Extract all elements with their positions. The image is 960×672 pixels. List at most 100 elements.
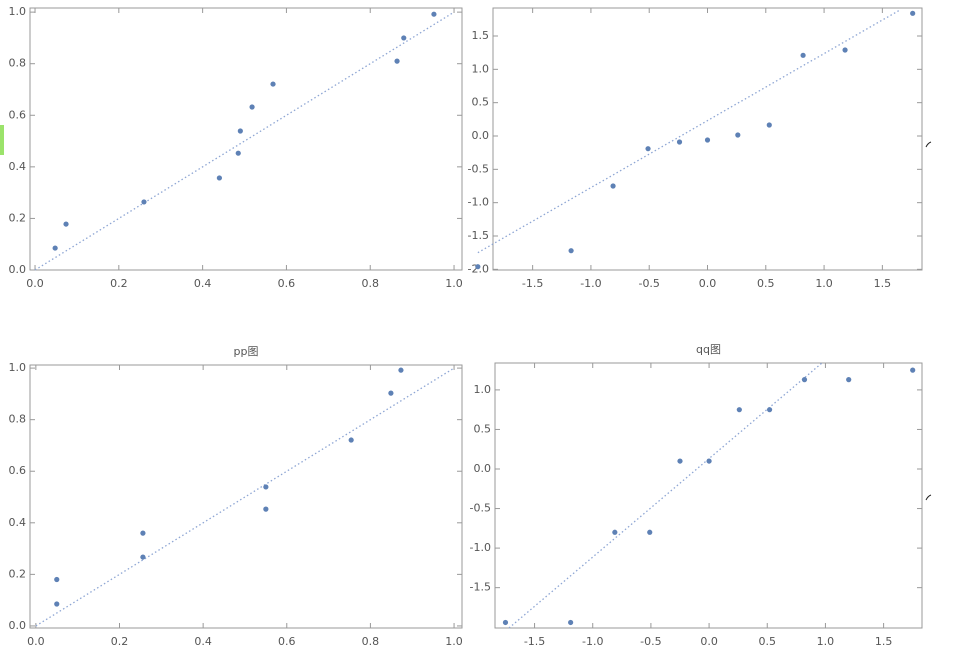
y-tick-label: 0.2 [9, 567, 27, 580]
point [647, 529, 653, 535]
point [54, 576, 60, 583]
y-tick-label: 0.5 [472, 96, 490, 109]
y-tick-label: -1.5 [470, 581, 491, 594]
chart-title: pp图 [234, 345, 259, 358]
x-tick-label: 0.2 [111, 635, 129, 648]
edge-artifact [0, 125, 4, 155]
point [612, 529, 618, 535]
y-tick-label: 0.6 [9, 464, 27, 477]
x-tick-label: 1.0 [445, 635, 463, 648]
y-tick-label: -0.5 [470, 502, 491, 515]
point [63, 221, 69, 227]
chart-title: qq图 [695, 0, 720, 1]
point [237, 128, 243, 134]
point [216, 175, 222, 181]
y-tick-label: 0.8 [9, 57, 27, 70]
point [54, 601, 60, 607]
point [388, 390, 394, 396]
x-tick-label: -1.5 [524, 635, 545, 648]
y-tick-label: 0.8 [9, 413, 27, 426]
y-tick-label: 0.0 [9, 619, 27, 632]
x-tick-label: 1.0 [815, 277, 833, 290]
y-tick-label: 1.0 [9, 361, 27, 374]
x-tick-label: 0.0 [27, 635, 45, 648]
point [801, 377, 808, 383]
chart-title: pp图 [234, 0, 259, 1]
reference-line [477, 9, 901, 254]
x-tick-label: 0.8 [362, 635, 380, 648]
point [348, 437, 354, 443]
x-tick-label: 1.0 [817, 635, 835, 648]
point [706, 458, 712, 464]
point [568, 619, 574, 626]
point [52, 245, 58, 251]
point [398, 367, 404, 373]
x-tick-label: 0.4 [194, 635, 212, 648]
x-tick-label: 0.6 [278, 635, 296, 648]
x-tick-label: -1.5 [522, 277, 543, 290]
plot-frame [29, 364, 463, 629]
point [140, 530, 146, 536]
point [766, 407, 773, 413]
reference-line [34, 11, 455, 271]
point [141, 199, 147, 205]
plot-frame [29, 7, 463, 271]
y-tick-label: -1.0 [468, 196, 489, 209]
x-tick-label: 0.2 [110, 277, 128, 290]
point [735, 132, 741, 138]
point [431, 11, 437, 17]
chart-title: qq图 [696, 343, 721, 356]
point [800, 52, 806, 58]
point [475, 264, 481, 270]
y-tick-label: 0.5 [474, 422, 492, 435]
y-tick-label: 1.0 [474, 383, 492, 396]
point [676, 139, 683, 145]
x-tick-label: -0.5 [638, 277, 659, 290]
point [502, 619, 509, 626]
x-tick-label: 0.8 [361, 277, 379, 290]
point [842, 47, 848, 53]
point [263, 506, 269, 512]
reference-line [508, 362, 823, 629]
y-tick-label: 1.0 [472, 62, 490, 75]
x-tick-label: 0.6 [278, 277, 296, 290]
y-tick-label: 0.2 [9, 211, 27, 224]
point [263, 484, 269, 490]
x-tick-label: 0.4 [194, 277, 212, 290]
edge-artifact [925, 141, 932, 148]
y-tick-label: -1.0 [470, 541, 491, 554]
point [766, 122, 772, 128]
point [704, 137, 711, 143]
point [677, 458, 683, 464]
y-tick-label: 0.6 [9, 108, 27, 121]
y-tick-label: 0.0 [472, 129, 490, 142]
point [270, 81, 276, 87]
x-tick-label: -1.0 [582, 635, 603, 648]
point [846, 377, 852, 383]
point [140, 554, 146, 560]
point [401, 35, 407, 41]
point [910, 367, 916, 373]
point [568, 248, 574, 254]
y-tick-label: 0.4 [9, 160, 27, 173]
point [910, 10, 916, 16]
x-tick-label: 0.0 [700, 635, 718, 648]
point [610, 183, 616, 189]
y-tick-label: 0.4 [9, 516, 27, 529]
y-tick-label: 1.5 [472, 29, 490, 42]
edge-artifact [925, 494, 932, 501]
y-tick-label: -1.5 [468, 229, 489, 242]
x-tick-label: -1.0 [580, 277, 601, 290]
point [645, 146, 651, 152]
x-tick-label: 1.0 [445, 277, 463, 290]
x-tick-label: -0.5 [640, 635, 661, 648]
plot-frame [494, 362, 923, 629]
point [249, 104, 255, 110]
x-tick-label: 1.5 [874, 277, 892, 290]
x-tick-label: 0.5 [757, 277, 775, 290]
x-tick-label: 0.0 [26, 277, 44, 290]
y-tick-label: 0.0 [474, 462, 492, 475]
x-tick-label: 1.5 [875, 635, 893, 648]
